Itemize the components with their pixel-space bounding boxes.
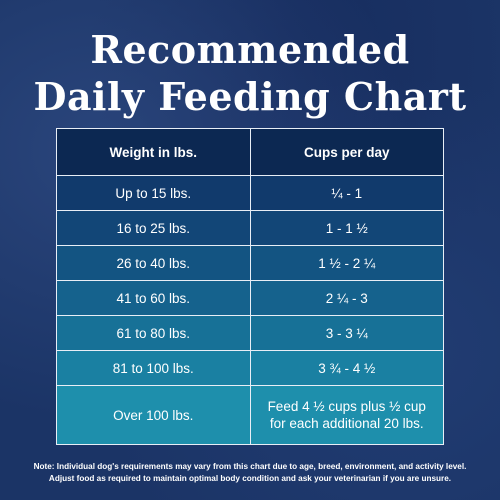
note: Note: Individual dog's requirements may … <box>0 461 500 484</box>
note-line: Note: Individual dog's requirements may … <box>33 462 467 471</box>
cups-cell: ¼ - 1 <box>249 175 444 211</box>
table-row: 81 to 100 lbs. 3 ¾ - 4 ½ <box>56 350 444 386</box>
weight-cell: 41 to 60 lbs. <box>56 280 251 316</box>
header-cell: Cups per day <box>249 128 444 176</box>
feeding-table: Weight in lbs. Cups per day Up to 15 lbs… <box>56 128 444 445</box>
title: Recommended Daily Feeding Chart <box>0 26 500 120</box>
weight-cell: Over 100 lbs. <box>56 385 251 445</box>
cups-cell: 1 - 1 ½ <box>249 210 444 246</box>
table-row: 41 to 60 lbs. 2 ¼ - 3 <box>56 280 444 316</box>
table-row: 61 to 80 lbs. 3 - 3 ¼ <box>56 315 444 351</box>
table-row: 16 to 25 lbs. 1 - 1 ½ <box>56 210 444 246</box>
header-row: Weight in lbs. Cups per day <box>56 128 444 176</box>
title-line: Daily Feeding Chart <box>33 74 467 119</box>
header-cell: Weight in lbs. <box>56 128 251 176</box>
table-row: Up to 15 lbs. ¼ - 1 <box>56 175 444 211</box>
table-row: Over 100 lbs. Feed 4 ½ cups plus ½ cup fo… <box>56 385 444 445</box>
cups-cell: 3 ¾ - 4 ½ <box>249 350 444 386</box>
weight-cell: 16 to 25 lbs. <box>56 210 251 246</box>
weight-cell: Up to 15 lbs. <box>56 175 251 211</box>
title-line: Recommended <box>90 27 410 72</box>
weight-cell: 81 to 100 lbs. <box>56 350 251 386</box>
table-body: Up to 15 lbs. ¼ - 1 16 to 25 lbs. 1 - 1 ½ 26… <box>56 175 444 445</box>
weight-cell: 26 to 40 lbs. <box>56 245 251 281</box>
cups-cell: 2 ¼ - 3 <box>249 280 444 316</box>
cups-cell: 3 - 3 ¼ <box>249 315 444 351</box>
note-line: Adjust food as required to maintain opti… <box>48 473 452 483</box>
table-row: 26 to 40 lbs. 1 ½ - 2 ¼ <box>56 245 444 281</box>
cups-cell: 1 ½ - 2 ¼ <box>249 245 444 281</box>
cups-cell: Feed 4 ½ cups plus ½ cup for each additi… <box>249 385 444 445</box>
weight-cell: 61 to 80 lbs. <box>56 315 251 351</box>
